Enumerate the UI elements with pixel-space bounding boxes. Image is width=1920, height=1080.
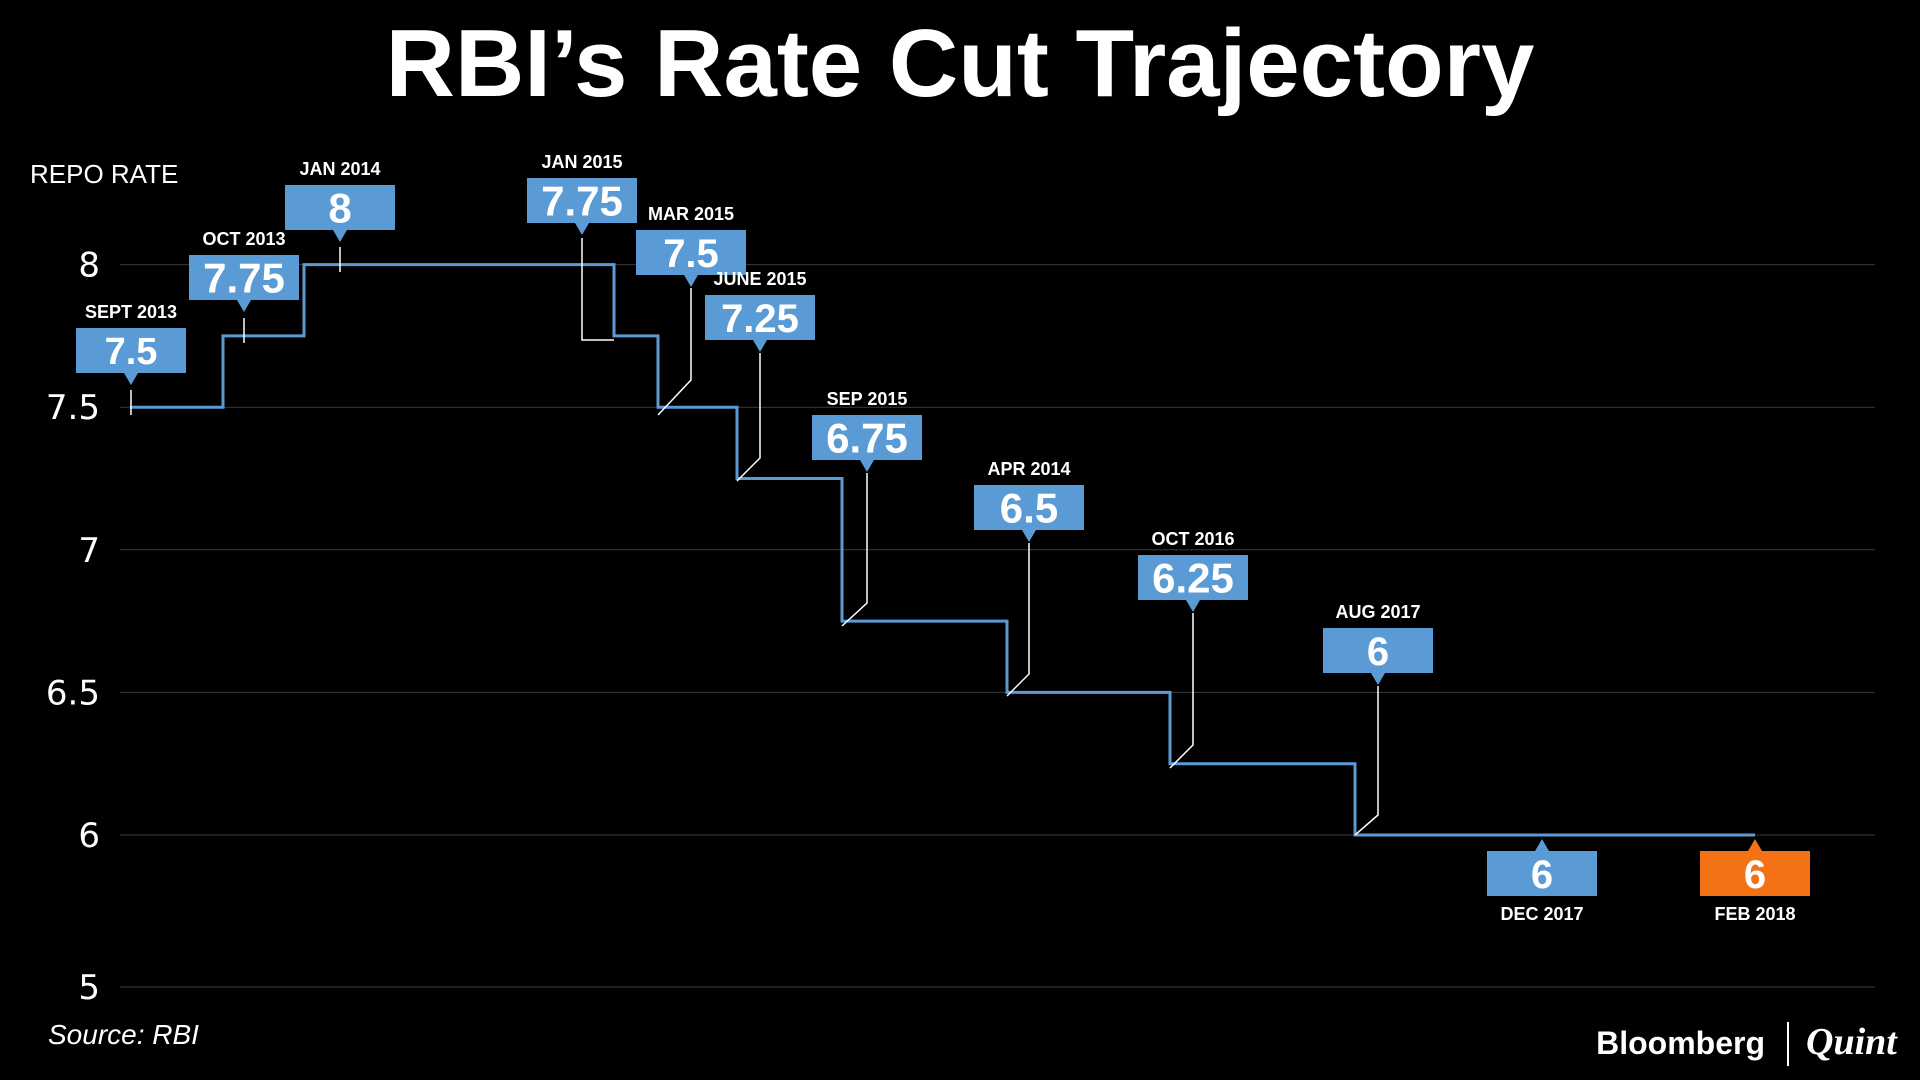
event-date-label: AUG 2017: [1335, 602, 1420, 622]
source-note: Source: RBI: [48, 1019, 199, 1050]
event-value-label: 7.25: [721, 297, 799, 341]
event-date-label: APR 2014: [987, 459, 1070, 479]
callout-pointer: [684, 275, 698, 287]
brand-secondary: Quint: [1806, 1021, 1898, 1063]
callout-pointer: [1371, 673, 1385, 685]
callout-pointer: [1186, 600, 1200, 612]
leader-line: [1006, 543, 1030, 697]
callout-box: [189, 255, 299, 300]
event-date-label: MAR 2015: [648, 204, 734, 224]
event-value-label: 7.75: [541, 178, 623, 225]
event-value-label: 7.5: [105, 331, 158, 373]
leader-line-layer: [130, 238, 1379, 836]
callout-box: [1700, 851, 1810, 896]
callout-box: [705, 295, 815, 340]
y-tick-label: 7: [78, 531, 100, 571]
callout-pointer: [753, 340, 767, 352]
brand-logo: Bloomberg Quint: [1596, 1021, 1898, 1066]
callout-box: [1487, 851, 1597, 896]
callout-pointer: [1022, 530, 1036, 542]
leader-line: [581, 238, 614, 341]
event-value-label: 6: [1367, 630, 1389, 674]
brand-primary: Bloomberg: [1596, 1025, 1765, 1061]
callout-box: [974, 485, 1084, 530]
event-value-label: 6.75: [826, 415, 908, 462]
event-callout: SEPT 2013 7.5: [76, 302, 186, 385]
event-callout: DEC 2017 6: [1487, 839, 1597, 924]
leader-line: [841, 473, 868, 627]
y-tick-label: 6: [78, 816, 100, 856]
y-tick-label: 7.5: [46, 388, 100, 428]
event-date-label: OCT 2013: [202, 229, 285, 249]
y-tick-layer: 8 7.5 7 6.5 6 5: [46, 246, 100, 1008]
event-date-label: OCT 2016: [1151, 529, 1234, 549]
y-tick-label: 8: [78, 246, 100, 286]
leader-line: [1169, 613, 1194, 769]
event-date-label: JUNE 2015: [713, 269, 806, 289]
event-callout: MAR 2015 7.5: [636, 204, 746, 287]
event-value-label: 7.5: [663, 232, 719, 276]
event-date-label: JAN 2014: [299, 159, 380, 179]
callout-pointer: [575, 223, 589, 235]
event-value-label: 6.5: [1000, 485, 1058, 532]
callout-box: [636, 230, 746, 275]
callout-pointer: [860, 460, 874, 472]
event-callout: AUG 2017 6: [1323, 602, 1433, 685]
event-date-label: JAN 2015: [541, 152, 622, 172]
callout-pointer: [1748, 839, 1762, 851]
event-value-label: 7.75: [203, 255, 285, 302]
event-date-label: SEP 2015: [827, 389, 908, 409]
callout-box: [1138, 555, 1248, 600]
leader-line: [657, 288, 692, 416]
event-callout: JAN 2014 8: [285, 159, 395, 242]
event-value-label: 8: [328, 185, 351, 232]
event-value-label: 6.25: [1152, 555, 1234, 602]
event-callout: SEP 2015 6.75: [812, 389, 922, 472]
step-line-layer: [130, 263, 1755, 837]
event-callout: OCT 2013 7.75: [189, 229, 299, 312]
event-value-label: 6: [1744, 853, 1766, 897]
event-callout: FEB 2018 6: [1700, 839, 1810, 924]
event-callout: APR 2014 6.5: [974, 459, 1084, 542]
callout-box: [1323, 628, 1433, 673]
y-axis-label: REPO RATE: [30, 159, 178, 189]
event-callout: OCT 2016 6.25: [1138, 529, 1248, 612]
callout-box: [285, 185, 395, 230]
repo-rate-step-line: [130, 263, 1755, 837]
y-tick-label: 6.5: [46, 673, 100, 713]
callout-box: [527, 178, 637, 223]
callout-pointer: [237, 300, 251, 312]
leader-line: [736, 353, 761, 482]
leader-line: [1354, 686, 1379, 836]
event-callout: JUNE 2015 7.25: [705, 269, 815, 352]
event-callout: JAN 2015 7.75: [527, 152, 637, 235]
callout-pointer: [124, 373, 138, 385]
callout-pointer: [1535, 839, 1549, 851]
callout-box: [812, 415, 922, 460]
event-value-label: 6: [1531, 853, 1553, 897]
callout-box: [76, 328, 186, 373]
event-date-label: FEB 2018: [1714, 904, 1795, 924]
grid-layer: [120, 264, 1875, 988]
y-tick-label: 5: [78, 968, 100, 1008]
chart-title: RBI’s Rate Cut Trajectory: [386, 10, 1535, 117]
event-date-label: DEC 2017: [1500, 904, 1583, 924]
event-date-label: SEPT 2013: [85, 302, 177, 322]
callout-pointer: [333, 230, 347, 242]
